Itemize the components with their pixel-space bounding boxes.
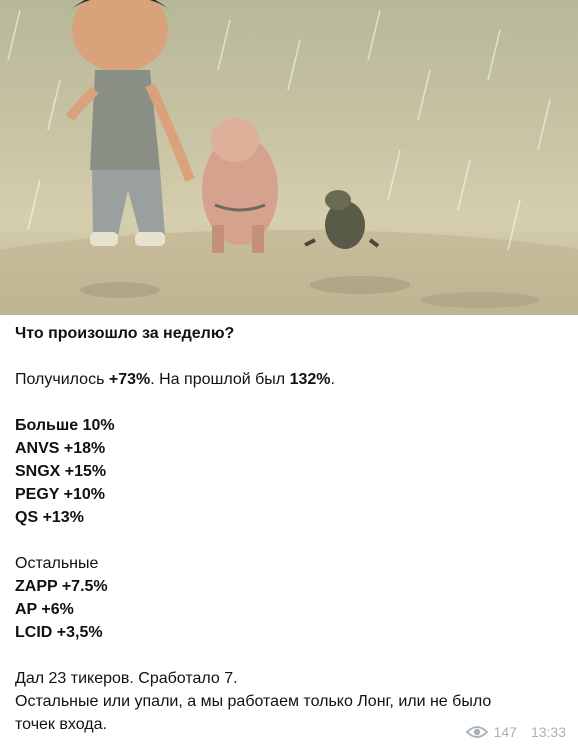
ticker-item: PEGY +10% xyxy=(15,486,105,503)
ticker-item: LCID +3,5% xyxy=(15,624,103,641)
ticker-item: QS +13% xyxy=(15,509,84,526)
last-week-result: 132% xyxy=(289,371,331,388)
summary-middle: . На прошлой был xyxy=(150,371,290,388)
frog-figure xyxy=(304,190,380,249)
post-text: Что произошло за неделю? Получилось +73%… xyxy=(15,322,568,736)
group-top-title: Больше 10% xyxy=(15,417,115,434)
ticker-item: ZAPP +7.5% xyxy=(15,578,108,595)
eye-icon xyxy=(465,726,488,738)
ticker-item: SNGX +15% xyxy=(15,463,107,480)
post-image[interactable] xyxy=(0,0,578,315)
pig-figure xyxy=(202,118,278,253)
footer-line-2: Остальные или упали, а мы работаем тольк… xyxy=(15,693,492,710)
ticker-item: AP +6% xyxy=(15,601,74,618)
boy-figure xyxy=(65,0,195,246)
post-time: 13:33 xyxy=(530,724,566,740)
view-count: 147 xyxy=(493,724,517,740)
ticker-item: ANVS +18% xyxy=(15,440,106,457)
post-heading: Что произошло за неделю? xyxy=(15,325,235,342)
summary-suffix: . xyxy=(330,371,335,388)
summary-line: Получилось +73%. На прошлой был 132%. xyxy=(15,368,568,391)
summary-prefix: Получилось xyxy=(15,371,109,388)
rain-scene-illustration xyxy=(0,0,578,315)
footer-line-3: точек входа. xyxy=(15,716,107,733)
group-rest-title: Остальные xyxy=(15,555,99,572)
footer-line-1: Дал 23 тикеров. Сработало 7. xyxy=(15,670,238,687)
this-week-result: +73% xyxy=(108,371,151,388)
post-meta: 147 13:33 xyxy=(465,724,566,740)
